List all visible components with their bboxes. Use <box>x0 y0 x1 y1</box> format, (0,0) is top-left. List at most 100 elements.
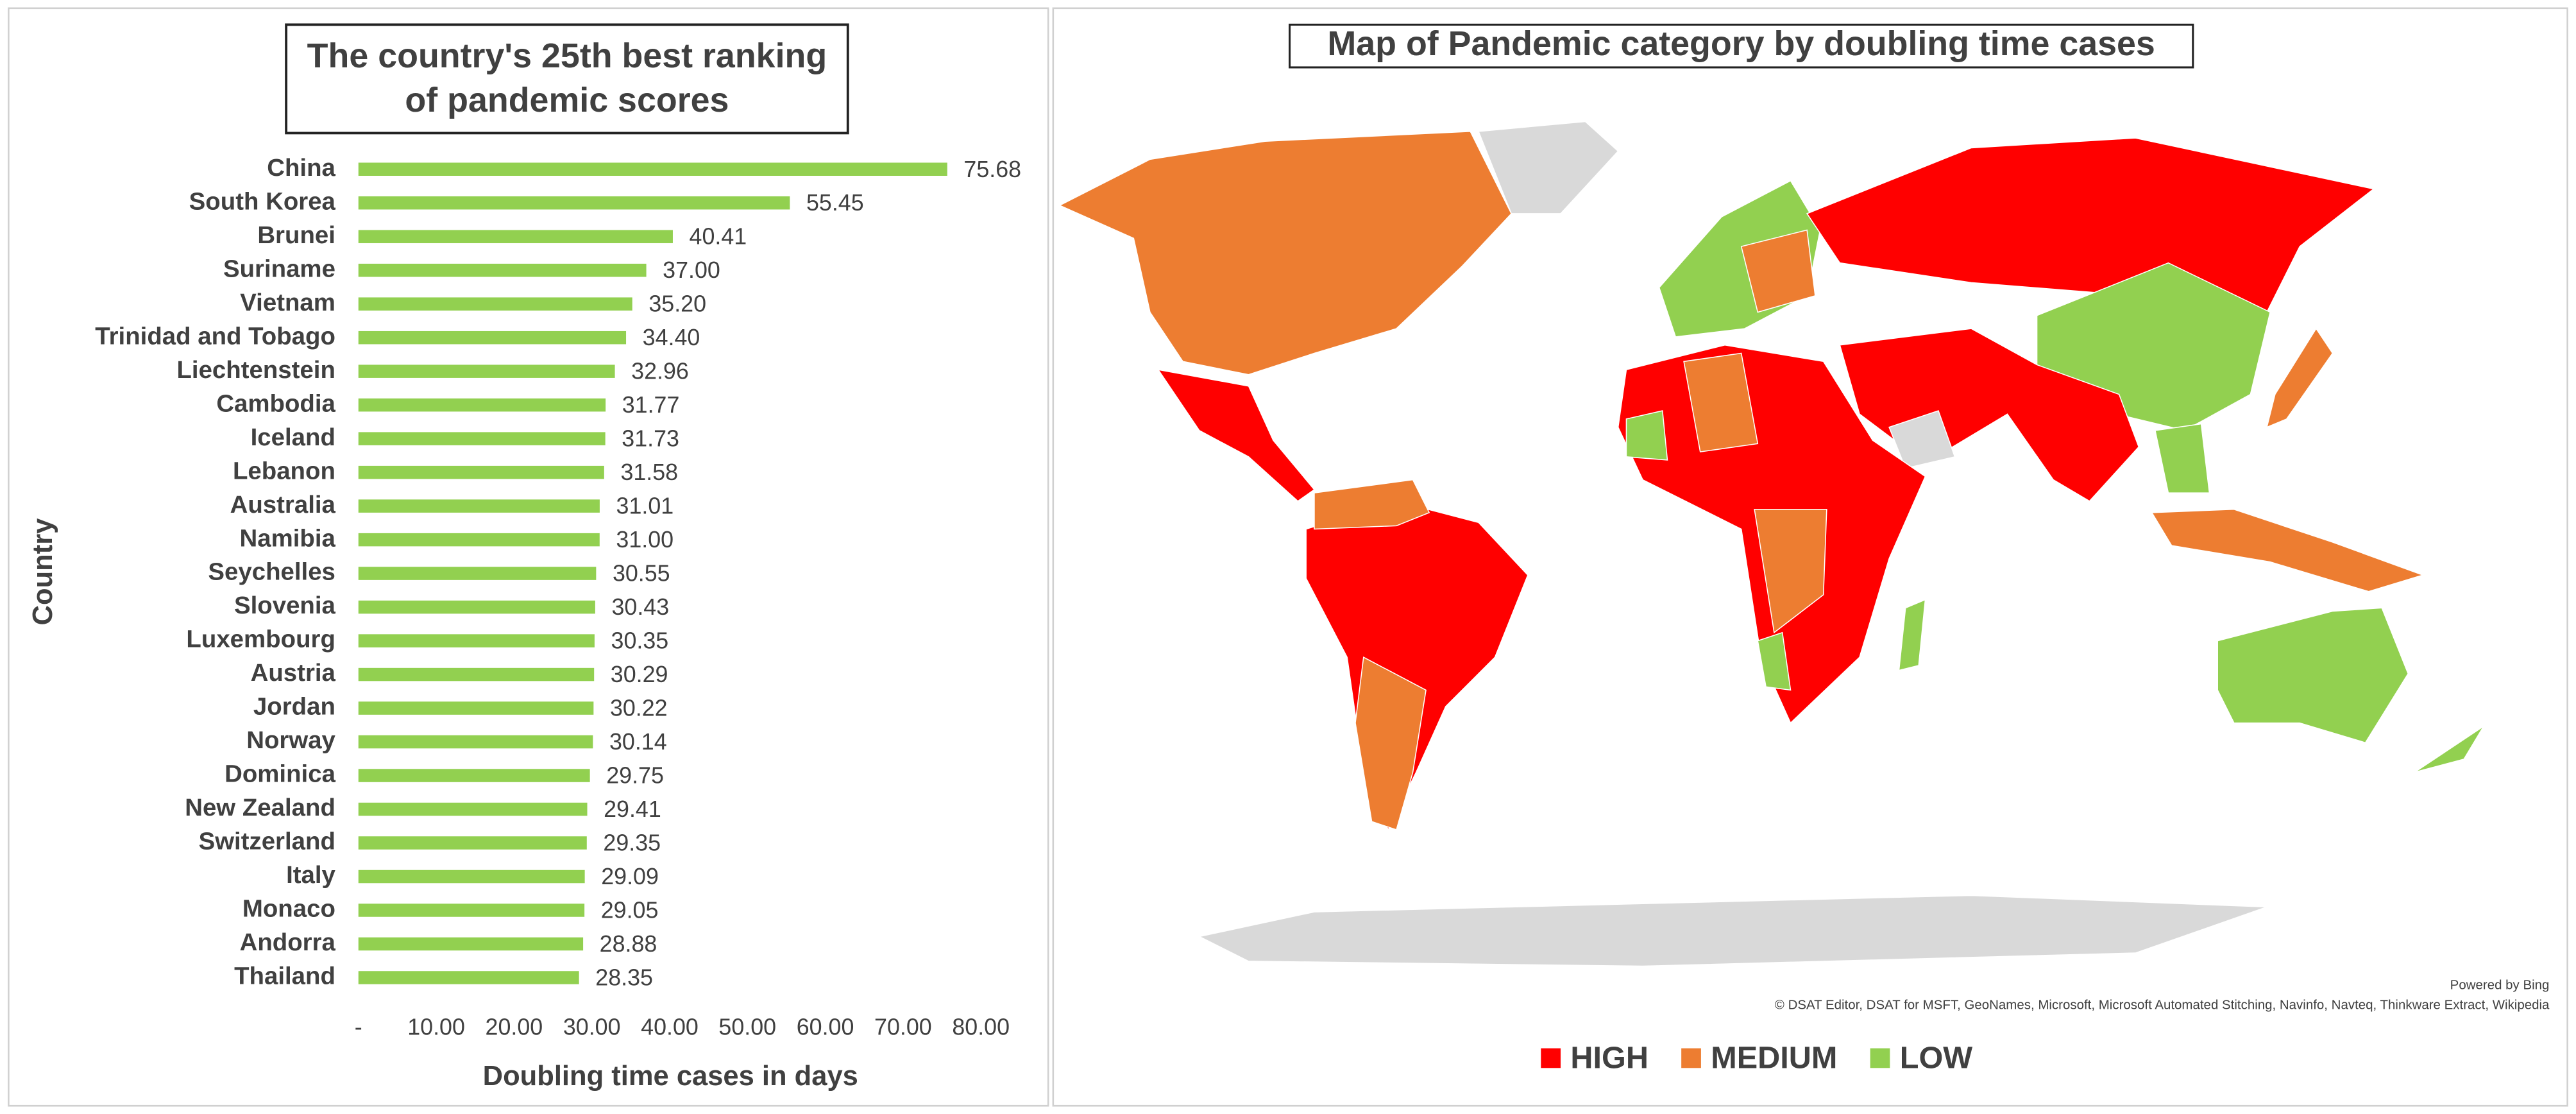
bar <box>358 870 585 884</box>
bar <box>358 533 600 547</box>
world-map <box>1058 121 2484 967</box>
x-tick-label: 40.00 <box>641 1014 699 1040</box>
bar <box>358 263 647 277</box>
y-tick-label: Iceland <box>251 424 335 451</box>
bar <box>358 971 579 984</box>
bar <box>358 196 790 210</box>
value-label: 35.20 <box>648 291 706 317</box>
map-region <box>1355 656 1427 831</box>
map-region <box>2155 423 2210 493</box>
value-label: 29.41 <box>604 796 661 822</box>
map-region <box>1754 508 1827 634</box>
y-tick-label: Namibia <box>240 524 336 552</box>
y-tick-label: Dominica <box>225 760 335 788</box>
bar <box>358 297 632 311</box>
y-tick-label: Australia <box>230 491 336 518</box>
x-tick-label: 60.00 <box>797 1014 854 1040</box>
y-tick-label: Jordan <box>253 693 335 721</box>
map-region <box>1740 229 1816 313</box>
y-tick-label: Monaco <box>242 895 335 923</box>
legend-swatch <box>1681 1048 1701 1068</box>
bar <box>358 701 594 715</box>
y-tick-label: New Zealand <box>185 794 335 821</box>
y-tick-label: Seychelles <box>208 558 335 586</box>
x-tick-label: 20.00 <box>486 1014 543 1040</box>
value-label: 30.14 <box>609 729 667 755</box>
value-label: 30.43 <box>612 594 670 620</box>
bar <box>358 567 597 580</box>
x-tick-label: - <box>355 1014 362 1040</box>
bar <box>358 836 587 850</box>
bar <box>358 364 615 378</box>
bar <box>358 667 595 681</box>
value-label: 31.01 <box>616 493 674 519</box>
x-tick-label: 70.00 <box>874 1014 932 1040</box>
title-holder: The country's 25th best ranking of pande… <box>307 37 827 120</box>
map-region <box>1888 410 1956 469</box>
bar <box>358 937 584 951</box>
left-panel <box>8 7 1049 1107</box>
y-tick-label: Trinidad and Tobago <box>95 322 335 350</box>
value-label: 31.77 <box>622 392 680 418</box>
bar <box>358 634 595 647</box>
value-label: 30.35 <box>611 628 669 654</box>
map-region <box>2414 726 2484 773</box>
y-tick-label: Norway <box>246 726 335 754</box>
map-region <box>1157 369 1316 502</box>
map-region <box>2266 327 2334 429</box>
map-region <box>1898 599 1926 671</box>
value-label: 40.41 <box>690 224 747 250</box>
chart-title: The country's 25th best ranking of pande… <box>307 37 827 120</box>
x-tick-label: 50.00 <box>718 1014 776 1040</box>
y-tick-label: Cambodia <box>216 390 335 417</box>
bar <box>358 499 600 513</box>
legend-swatch <box>1541 1048 1561 1068</box>
value-label: 28.35 <box>595 965 653 991</box>
y-tick-label: Brunei <box>257 221 335 249</box>
bar <box>358 735 593 749</box>
map-credit: Powered by Bing <box>2450 978 2550 993</box>
y-tick-label: Andorra <box>240 929 336 956</box>
bar <box>358 330 627 345</box>
y-tick-label: China <box>267 154 335 182</box>
bar <box>358 904 585 917</box>
map-title: Map of Pandemic category by doubling tim… <box>1328 24 2155 63</box>
x-tick-label: 10.00 <box>407 1014 465 1040</box>
value-label: 34.40 <box>643 325 700 350</box>
legend-label: LOW <box>1900 1040 1973 1075</box>
map-region <box>2217 607 2409 744</box>
value-label: 31.73 <box>622 426 679 452</box>
value-label: 55.45 <box>806 190 864 216</box>
map-region <box>1198 895 2267 967</box>
value-label: 31.58 <box>620 459 678 485</box>
bar <box>358 465 604 479</box>
value-label: 31.00 <box>616 527 674 553</box>
legend-label: MEDIUM <box>1711 1040 1837 1075</box>
map-region <box>1477 121 1619 214</box>
value-label: 30.55 <box>613 561 670 587</box>
y-tick-label: Suriname <box>223 255 335 282</box>
y-tick-label: Luxembourg <box>186 626 335 653</box>
legend-label: HIGH <box>1570 1040 1648 1075</box>
map-region <box>2151 508 2425 592</box>
value-label: 29.35 <box>603 830 661 856</box>
y-tick-label: Thailand <box>234 963 335 990</box>
y-tick-label: Austria <box>251 659 336 687</box>
value-label: 32.96 <box>631 359 689 384</box>
value-label: 30.22 <box>610 696 668 721</box>
bar <box>358 162 947 176</box>
y-tick-label: South Korea <box>189 187 336 215</box>
bar <box>358 432 606 445</box>
value-label: 29.09 <box>601 864 659 889</box>
map-region <box>1683 352 1759 452</box>
x-axis-title: Doubling time cases in days <box>483 1061 858 1092</box>
value-label: 37.00 <box>663 257 720 283</box>
y-tick-label: Italy <box>286 861 335 889</box>
map-region <box>1625 410 1668 461</box>
value-label: 30.29 <box>611 662 668 687</box>
value-label: 29.05 <box>601 898 659 923</box>
y-tick-label: Slovenia <box>234 592 336 619</box>
y-tick-label: Liechtenstein <box>176 356 335 384</box>
map-title-box <box>1289 23 2194 69</box>
